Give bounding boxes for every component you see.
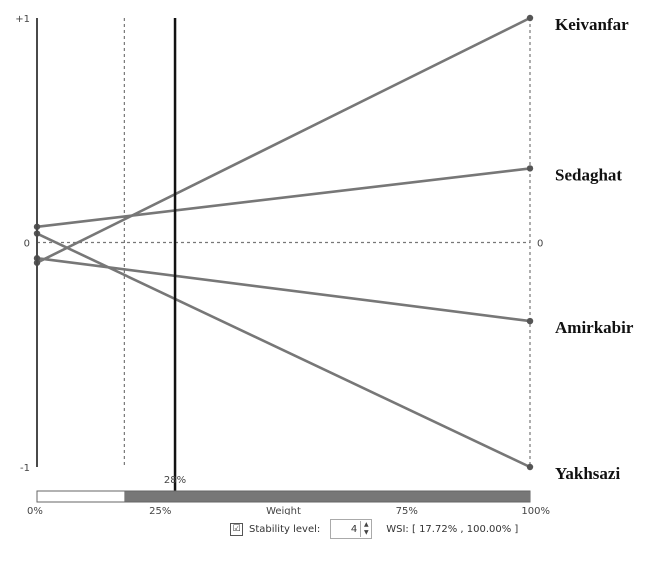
sensitivity-chart: 28% +1 0 -1 0 Keivanfar Sedaghat Amirkabir Yakh… [15,14,634,515]
stepper-down-button[interactable]: ▼ [363,529,369,536]
current-weight-label: 28% [164,475,186,486]
series-end-point-keivanfar [526,14,534,22]
reference-lines [37,18,531,467]
x-tick-label-0: 0% [27,506,43,515]
left-tick-label-1: 0 [24,239,30,250]
series-label-amirkabir: Amirkabir [555,318,634,337]
stability-checkbox[interactable]: ☑ [230,522,243,536]
right-tick-label-0: 0 [537,239,543,250]
series-line-sedaghat [36,167,531,229]
left-tick-label-2: -1 [20,463,30,474]
x-tick-label-1: 25% [149,506,171,515]
left-tick-label-0: +1 [15,14,30,25]
x-tick-label-2: 75% [396,506,418,515]
series-label-yakhsazi: Yakhsazi [555,464,620,483]
series-label-sedaghat: Sedaghat [555,165,622,184]
x-axis-label: Weight [266,506,301,515]
series-labels: Keivanfar Sedaghat Amirkabir Yakhsazi [555,15,634,483]
series-end-point-sedaghat [526,165,534,172]
stepper-up-button[interactable]: ▲ [363,521,369,528]
stability-controls: ☑ Stability level: 4 ▲ ▼ WSI: [ 17.72% ,… [230,518,518,540]
stability-interval-fill [124,491,531,502]
series-line-keivanfar [36,16,531,264]
stability-label: Stability level: [249,523,321,535]
stability-stepper[interactable]: 4 ▲ ▼ [330,519,373,539]
weight-bar[interactable]: 0% 25% 75% 100% Weight [27,490,550,515]
series-label-keivanfar: Keivanfar [555,15,629,34]
series-end-point-amirkabir [526,317,534,325]
series-line-amirkabir [36,256,531,323]
series-end-point-yakhsazi [526,463,534,471]
series-line-yakhsazi [36,232,531,469]
stability-value[interactable]: 4 [350,523,358,535]
wsi-interval-text: WSI: [ 17.72% , 100.00% ] [386,523,519,535]
x-tick-label-3: 100% [521,506,550,515]
axes: 28% +1 0 -1 0 [15,14,543,500]
